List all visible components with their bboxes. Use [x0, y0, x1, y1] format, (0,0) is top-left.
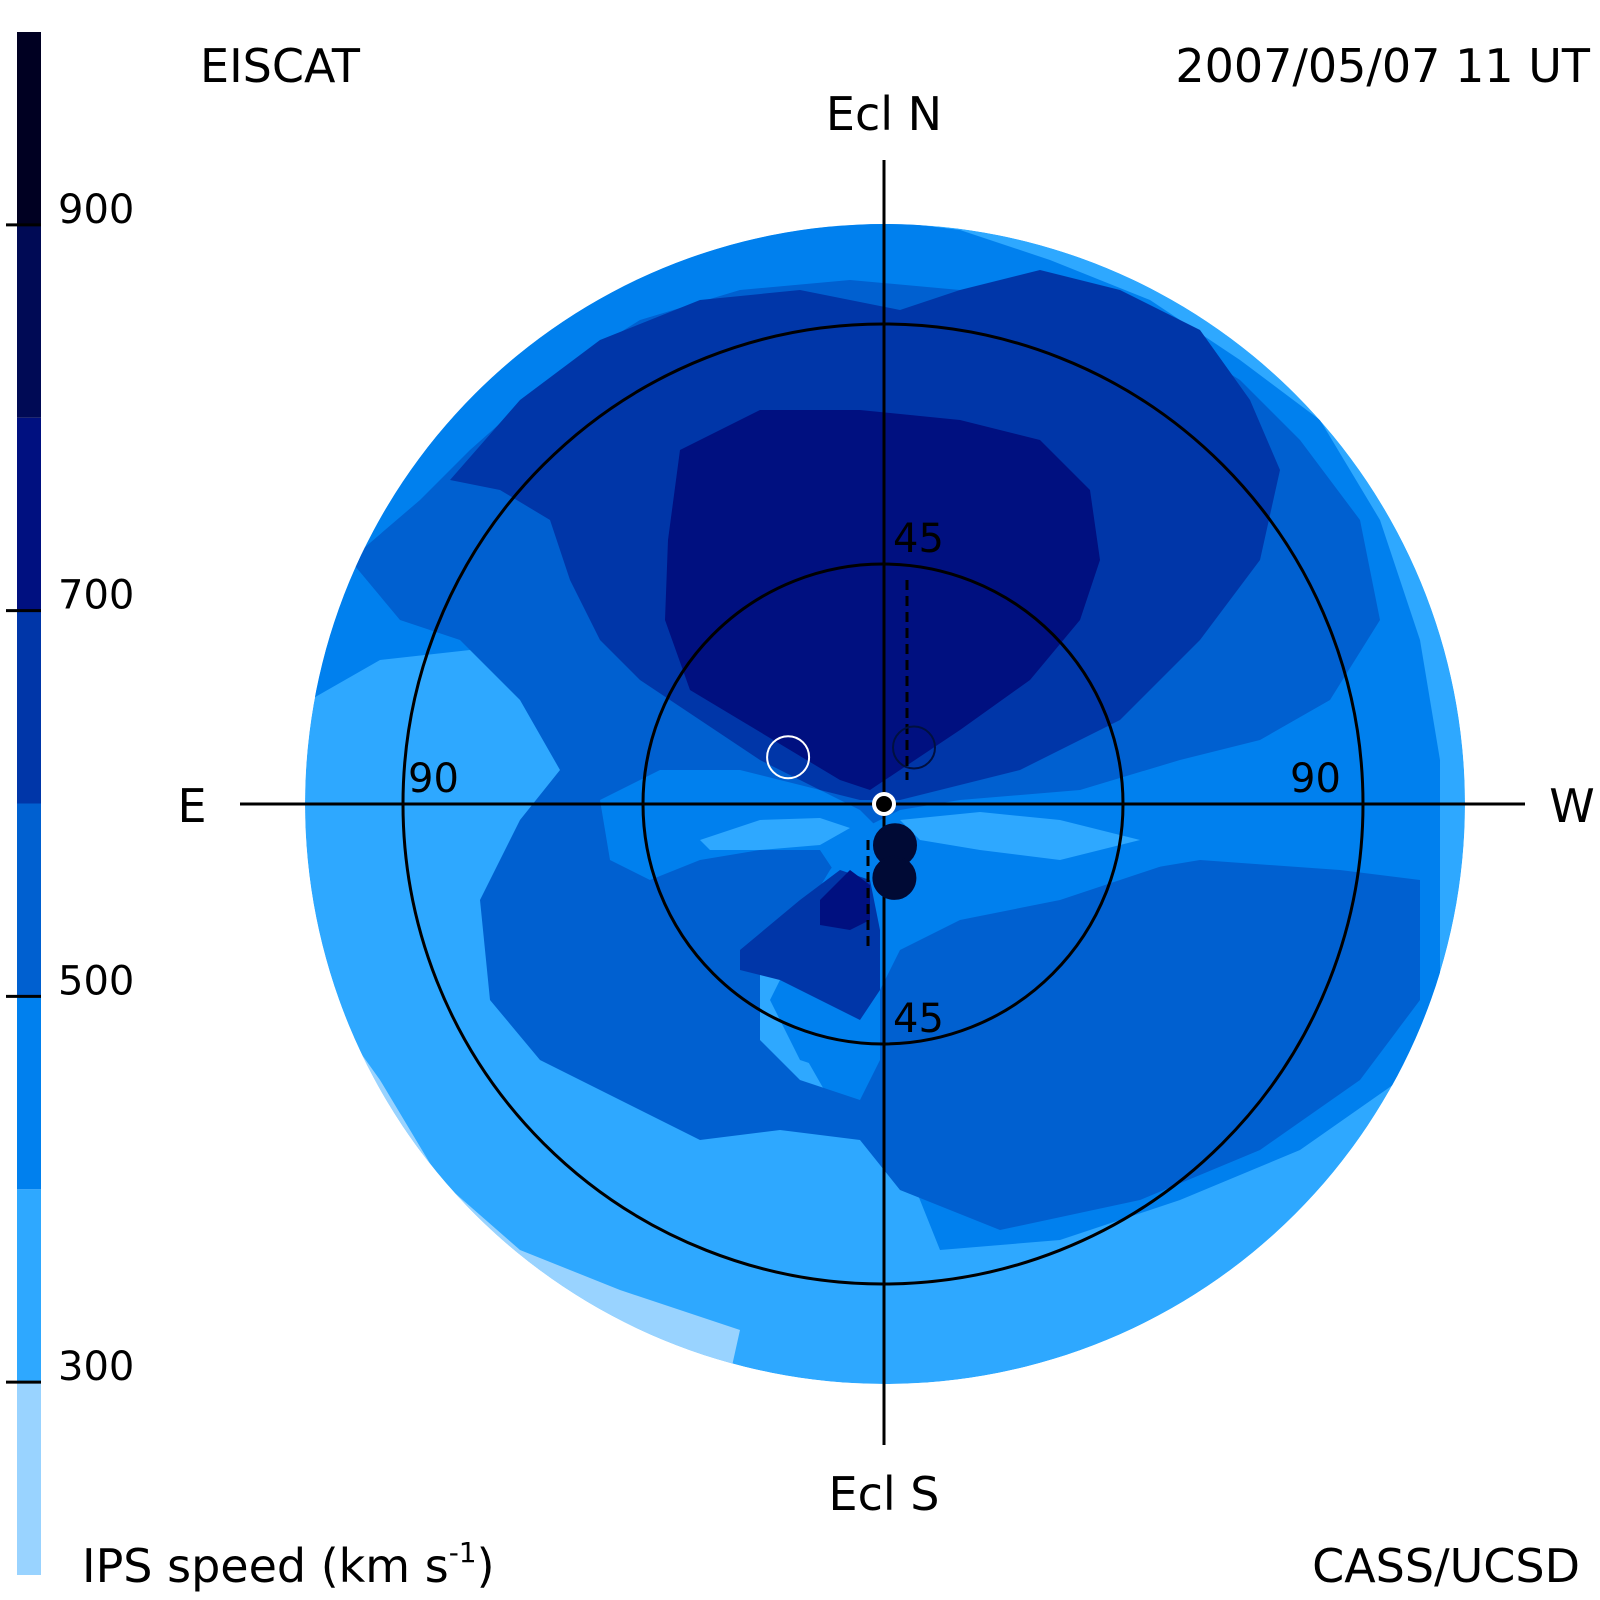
- colorbar-band-300: [17, 1189, 41, 1383]
- sun-marker: [872, 792, 896, 816]
- east-label: E: [177, 779, 206, 833]
- colorbar-title-main: IPS speed (km s: [82, 1539, 449, 1593]
- colorbar-band-600: [17, 610, 41, 804]
- speed-map-disk: [305, 224, 1465, 1384]
- colorbar-tick-label-300: 300: [58, 1344, 134, 1390]
- north-label: Ecl N: [826, 87, 942, 141]
- colorbar-band-200: [17, 1382, 41, 1575]
- colorbar-tick-label-700: 700: [58, 573, 134, 619]
- ring-45-top-label: 45: [893, 516, 944, 562]
- ring-45-bottom-label: 45: [893, 996, 944, 1042]
- instrument-label: EISCAT: [200, 39, 361, 93]
- south-label: Ecl S: [829, 1467, 940, 1521]
- colorbar-band-700: [17, 417, 41, 611]
- colorbar-band-400: [17, 996, 41, 1190]
- source-open-circle-dark: [892, 725, 936, 770]
- credit-label: CASS/UCSD: [1312, 1539, 1580, 1593]
- colorbar-band-500: [17, 803, 41, 997]
- colorbar-title: IPS speed (km s-1): [82, 1536, 495, 1593]
- colorbar: 900 700 500 300: [6, 32, 134, 1575]
- source-filled-2: [872, 855, 917, 900]
- map-region-700-south: [820, 870, 870, 930]
- ring-90-left-label: 90: [408, 756, 459, 802]
- colorbar-tick-label-900: 900: [58, 187, 134, 233]
- colorbar-band-900: [17, 32, 41, 225]
- colorbar-title-close: ): [477, 1539, 495, 1593]
- source-open-circle-light: [766, 735, 811, 780]
- west-label: W: [1549, 779, 1594, 833]
- map-region-300-inner-right: [900, 812, 1140, 860]
- colorbar-band-800: [17, 224, 41, 418]
- ring-90-right-label: 90: [1290, 756, 1341, 802]
- timestamp-label: 2007/05/07 11 UT: [1175, 39, 1591, 93]
- observed-sources: [766, 725, 936, 900]
- colorbar-tick-label-500: 500: [58, 958, 134, 1004]
- map-region-300-inner-left: [700, 818, 850, 850]
- colorbar-title-exponent: -1: [449, 1536, 477, 1569]
